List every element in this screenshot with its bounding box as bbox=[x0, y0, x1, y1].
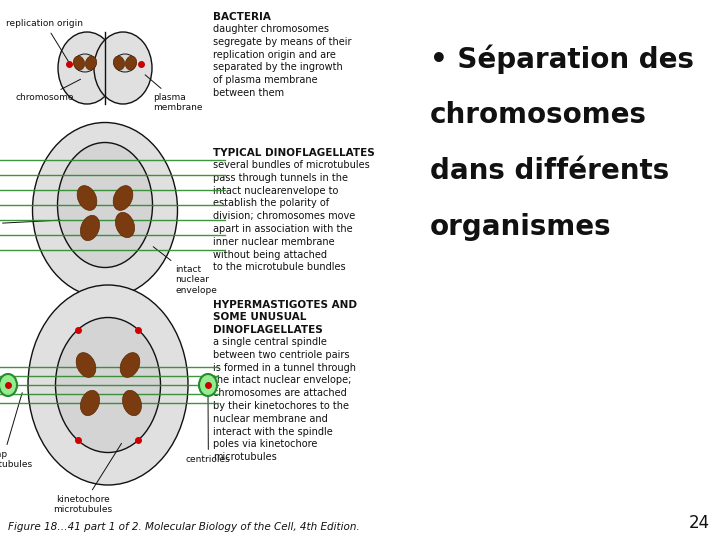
Ellipse shape bbox=[55, 318, 161, 453]
Text: chromosome: chromosome bbox=[15, 79, 81, 103]
Ellipse shape bbox=[115, 212, 135, 238]
Text: centrioles: centrioles bbox=[186, 396, 230, 464]
Ellipse shape bbox=[81, 215, 99, 241]
Ellipse shape bbox=[28, 285, 188, 485]
Ellipse shape bbox=[125, 56, 137, 70]
Text: TYPICAL DINOFLAGELLATES: TYPICAL DINOFLAGELLATES bbox=[213, 148, 374, 158]
Text: Figure 18…41 part 1 of 2. Molecular Biology of the Cell, 4th Edition.: Figure 18…41 part 1 of 2. Molecular Biol… bbox=[8, 522, 360, 532]
Text: HYPERMASTIGOTES AND
SOME UNUSUAL
DINOFLAGELLATES: HYPERMASTIGOTES AND SOME UNUSUAL DINOFLA… bbox=[213, 300, 357, 335]
Text: daughter chromosomes
segregate by means of their
replication origin and are
sepa: daughter chromosomes segregate by means … bbox=[213, 24, 351, 98]
Text: kinetochore
microtubules: kinetochore microtubules bbox=[53, 443, 122, 515]
Text: overlap
microtubules: overlap microtubules bbox=[0, 393, 32, 469]
Ellipse shape bbox=[94, 32, 152, 104]
Ellipse shape bbox=[32, 123, 178, 298]
Text: intact
nuclear
envelope: intact nuclear envelope bbox=[153, 247, 217, 295]
Ellipse shape bbox=[0, 374, 17, 396]
Ellipse shape bbox=[76, 353, 96, 377]
Text: dans différents: dans différents bbox=[430, 157, 670, 185]
Text: replication origin: replication origin bbox=[6, 19, 84, 62]
Text: chromosomes: chromosomes bbox=[0, 220, 60, 230]
Text: several bundles of microtubules
pass through tunnels in the
intact nuclearenvelo: several bundles of microtubules pass thr… bbox=[213, 160, 370, 272]
Ellipse shape bbox=[74, 54, 96, 72]
Text: 24: 24 bbox=[689, 514, 710, 532]
Ellipse shape bbox=[73, 56, 85, 70]
Ellipse shape bbox=[113, 56, 125, 70]
Text: organismes: organismes bbox=[430, 213, 611, 241]
Text: a single central spindle
between two centriole pairs
is formed in a tunnel throu: a single central spindle between two cen… bbox=[213, 337, 356, 462]
Ellipse shape bbox=[199, 374, 217, 396]
Ellipse shape bbox=[81, 390, 99, 416]
Ellipse shape bbox=[58, 143, 153, 267]
Ellipse shape bbox=[122, 390, 141, 416]
Text: BACTERIA: BACTERIA bbox=[213, 12, 271, 22]
Ellipse shape bbox=[77, 186, 96, 211]
Text: • Séparation des: • Séparation des bbox=[430, 45, 694, 75]
Text: plasma
membrane: plasma membrane bbox=[145, 75, 202, 112]
Ellipse shape bbox=[113, 186, 132, 211]
Ellipse shape bbox=[58, 32, 116, 104]
Ellipse shape bbox=[120, 353, 140, 377]
Text: chromosomes: chromosomes bbox=[430, 101, 647, 129]
Ellipse shape bbox=[114, 54, 136, 72]
Ellipse shape bbox=[86, 56, 96, 70]
